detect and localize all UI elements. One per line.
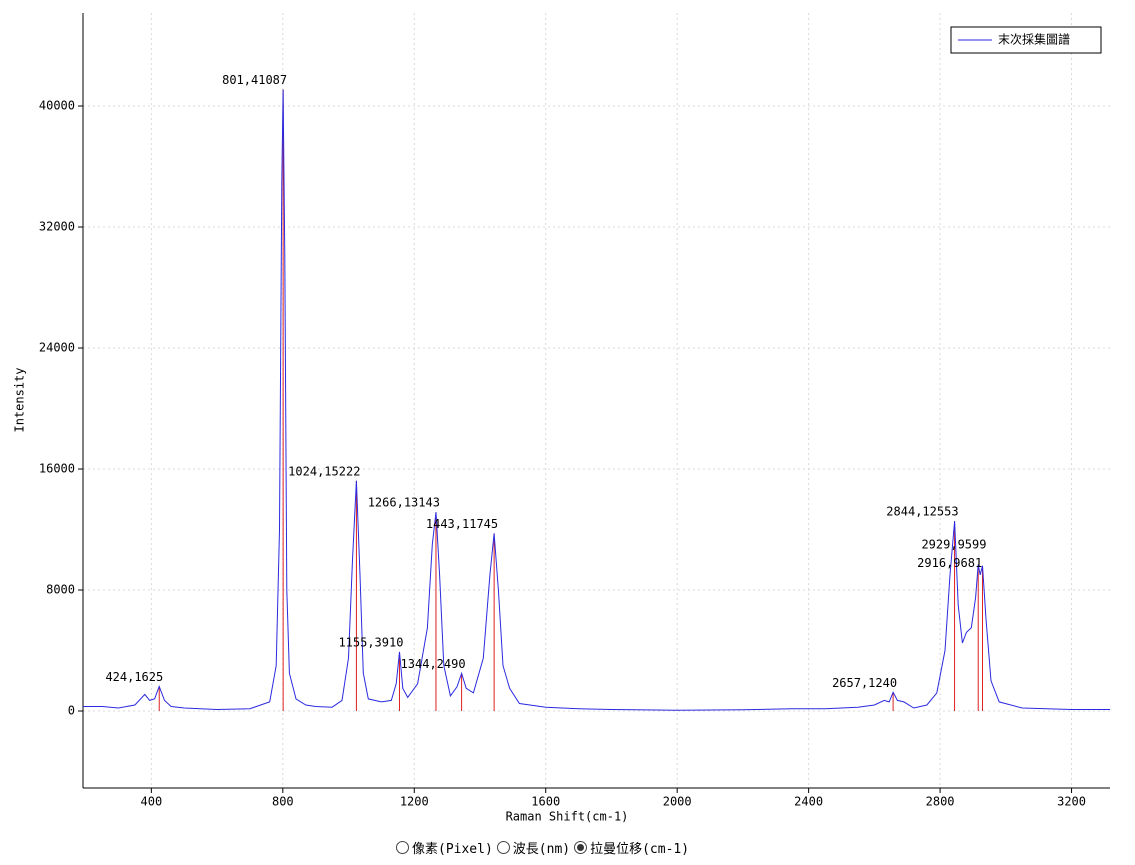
x-tick-label: 2800	[926, 795, 955, 809]
radio-label: 像素(Pixel)	[412, 842, 493, 857]
legend-label: 末次採集圖譜	[998, 32, 1070, 47]
peak-label: 801,41087	[222, 73, 287, 87]
peak-label: 1344,2490	[401, 657, 466, 671]
radio-label: 拉曼位移(cm-1)	[590, 842, 690, 857]
y-tick-label: 40000	[39, 99, 75, 113]
radio-option[interactable]: 像素(Pixel)	[396, 838, 493, 857]
peak-label: 2657,1240	[832, 676, 897, 690]
peak-label: 1024,15222	[288, 464, 360, 478]
x-tick-label: 800	[272, 795, 294, 809]
y-axis-label: Intensity	[13, 367, 27, 432]
x-tick-label: 2400	[794, 795, 823, 809]
legend-box	[950, 26, 1102, 54]
legend: 末次採集圖譜	[950, 26, 1102, 54]
peak-label: 2929,9599	[921, 537, 986, 551]
radio-button[interactable]	[574, 841, 588, 854]
x-tick-label: 2000	[663, 795, 692, 809]
chart: Raman Shift(cm-1) Intensity 400 800 1200 16…	[13, 13, 1110, 824]
y-tick-label: 32000	[39, 220, 75, 234]
peak-label: 424,1625	[105, 670, 163, 684]
radio-option[interactable]: 波長(nm)	[496, 838, 571, 857]
peak-label: 2916,9681	[917, 556, 982, 570]
x-tick-label: 1600	[531, 795, 560, 809]
x-tick-label: 1200	[400, 795, 429, 809]
radio-option[interactable]: 拉曼位移(cm-1)	[574, 838, 689, 857]
radio-label: 波長(nm)	[512, 842, 571, 857]
x-tick-label: 400	[141, 795, 163, 809]
y-tick-label: 16000	[39, 462, 75, 476]
x-tick-label: 3200	[1057, 795, 1086, 809]
y-tick-label: 8000	[46, 583, 75, 597]
x-axis-label: Raman Shift(cm-1)	[506, 810, 629, 824]
peak-label: 1266,13143	[368, 496, 440, 510]
peak-label: 2844,12553	[886, 505, 958, 519]
radio-button[interactable]	[396, 841, 409, 854]
radio-button[interactable]	[496, 841, 510, 854]
spectrum-line	[83, 89, 1110, 711]
unit-selector: 像素(Pixel) 波長(nm) 拉曼位移(cm-1)	[396, 838, 689, 857]
peak-label: 1443,11745	[426, 517, 498, 531]
y-tick-label: 24000	[39, 341, 75, 355]
y-tick-label: 0	[68, 704, 75, 718]
peak-label: 1155,3910	[338, 635, 403, 649]
